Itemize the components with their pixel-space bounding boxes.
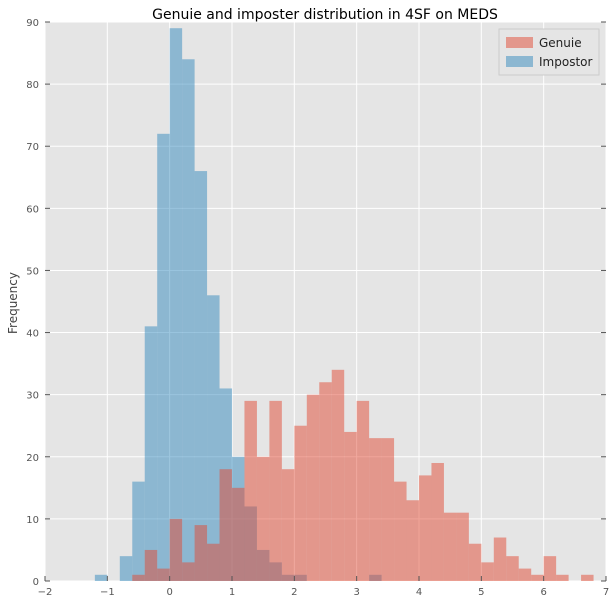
bar-genuie: [581, 574, 594, 581]
bar-genuie: [493, 537, 507, 581]
bar-genuie: [381, 438, 395, 581]
x-tick-label: 6: [540, 587, 546, 598]
legend: Genuie Impostor: [498, 28, 600, 76]
bar-genuie: [294, 425, 307, 581]
histogram-bars: [94, 28, 594, 582]
bar-genuie: [456, 512, 469, 581]
x-tick-label: 3: [353, 587, 359, 598]
bar-genuie: [331, 369, 345, 581]
legend-label-impostor: Impostor: [539, 55, 592, 69]
bar-genuie: [132, 574, 145, 581]
x-tick-label: 7: [603, 587, 609, 598]
bar-genuie: [518, 568, 532, 581]
bar-impostor: [157, 133, 170, 582]
chart-title: Genuie and imposter distribution in 4SF …: [152, 7, 498, 23]
bar-impostor: [207, 295, 220, 581]
bar-impostor: [144, 326, 158, 581]
y-tick-label: 50: [26, 266, 39, 277]
bar-impostor: [119, 556, 133, 581]
x-tick-label: 1: [229, 587, 235, 598]
bar-genuie: [481, 562, 494, 581]
bar-genuie: [506, 556, 519, 581]
bar-genuie: [394, 481, 407, 581]
bar-genuie: [356, 400, 370, 581]
y-tick-label: 0: [33, 577, 39, 588]
bar-genuie: [232, 487, 245, 581]
x-tick-label: 4: [416, 587, 422, 598]
y-tick-label: 80: [26, 80, 39, 91]
bar-genuie: [419, 475, 432, 581]
x-tick-label: −1: [100, 587, 115, 598]
y-tick-label: 30: [26, 391, 39, 402]
bar-genuie: [344, 431, 357, 581]
y-tick-label: 20: [26, 453, 39, 464]
bar-impostor: [132, 481, 145, 581]
bar-impostor: [94, 574, 108, 581]
bar-impostor: [169, 28, 183, 581]
y-tick-label: 60: [26, 204, 39, 215]
bar-genuie: [281, 469, 295, 581]
y-tick-label: 90: [26, 18, 39, 29]
x-tick-label: 5: [478, 587, 484, 598]
legend-swatch-impostor: [506, 56, 533, 67]
bar-genuie: [144, 549, 158, 581]
x-tick-label: 0: [166, 587, 172, 598]
bar-genuie: [306, 394, 320, 581]
bar-genuie: [207, 543, 220, 581]
bar-genuie: [269, 400, 282, 581]
bar-genuie: [182, 562, 195, 581]
bar-genuie: [369, 438, 382, 581]
bar-impostor: [194, 171, 208, 582]
bar-genuie: [256, 456, 270, 581]
bar-genuie: [431, 462, 444, 581]
x-tick-label: −2: [38, 587, 53, 598]
bar-genuie: [406, 500, 419, 581]
series-genuie: [132, 369, 594, 581]
bar-genuie: [219, 469, 232, 581]
bar-genuie: [244, 400, 257, 581]
bar-impostor: [182, 59, 195, 582]
legend-box: [498, 28, 600, 76]
legend-label-genuie: Genuie: [539, 36, 582, 50]
bar-genuie: [319, 382, 332, 581]
legend-swatch-genuie: [506, 37, 533, 48]
bar-genuie: [556, 574, 569, 581]
y-axis-label: Frequency: [6, 272, 20, 334]
bar-genuie: [543, 556, 557, 581]
bar-genuie: [194, 525, 208, 581]
y-tick-label: 10: [26, 515, 39, 526]
bar-genuie: [157, 568, 170, 581]
y-tick-label: 70: [26, 142, 39, 153]
x-tick-label: 2: [291, 587, 297, 598]
bar-genuie: [531, 574, 544, 581]
bar-genuie: [443, 512, 457, 581]
y-tick-label: 40: [26, 329, 39, 340]
bar-genuie: [169, 518, 183, 581]
bar-genuie: [468, 543, 482, 581]
